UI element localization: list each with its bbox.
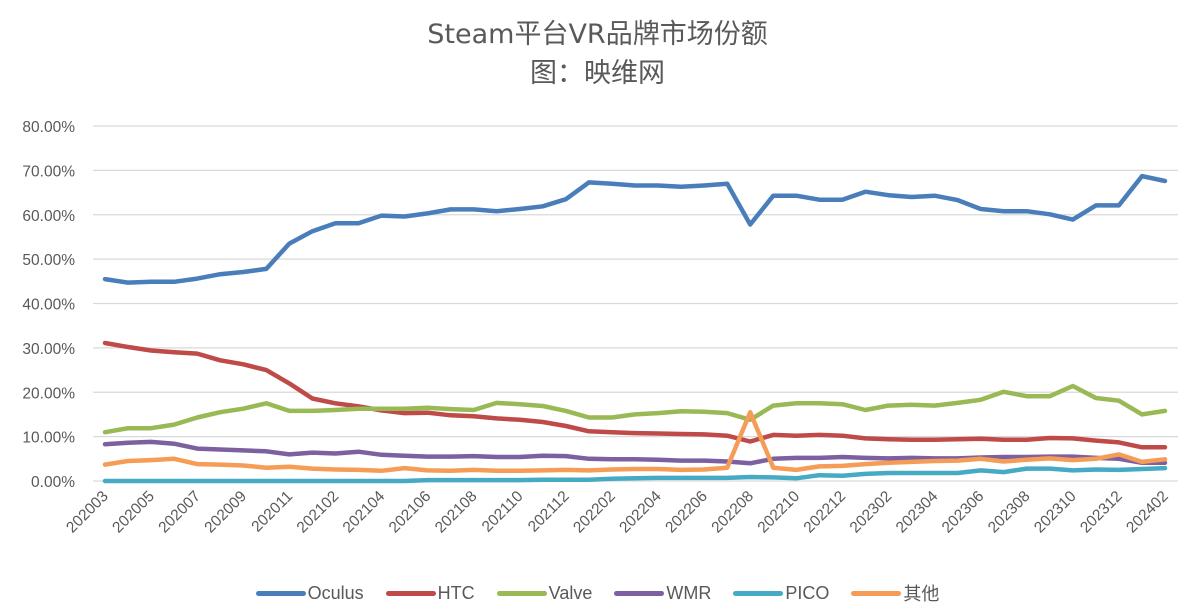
- x-tick-label: 202108: [432, 488, 481, 537]
- legend-label: 其他: [903, 584, 940, 604]
- legend-label: Oculus: [307, 582, 364, 603]
- legend-label: HTC: [437, 582, 475, 603]
- y-tick-label: 50.00%: [22, 252, 75, 269]
- x-tick-label: 202208: [708, 488, 757, 537]
- chart-title: Steam平台VR品牌市场份额: [427, 19, 768, 50]
- legend-swatch: [733, 590, 784, 596]
- y-tick-label: 80.00%: [22, 119, 75, 136]
- series-line-WMR: [102, 439, 1168, 466]
- x-tick-label: 202206: [662, 488, 711, 537]
- legend-item: PICO: [733, 580, 829, 606]
- chart-subtitle: 图：映维网: [530, 58, 665, 89]
- x-tick-label: 202212: [801, 488, 850, 537]
- x-tick-label: 202106: [386, 488, 435, 537]
- y-tick-label: 70.00%: [22, 163, 75, 180]
- legend-swatch: [496, 590, 547, 596]
- x-tick-label: 202304: [893, 488, 942, 537]
- x-tick-label: 202310: [1031, 488, 1080, 537]
- series-line-Valve: [102, 383, 1168, 435]
- legend-item: Oculus: [255, 580, 364, 606]
- y-tick-label: 40.00%: [22, 297, 75, 314]
- series-line-PICO: [102, 465, 1168, 484]
- x-tick-label: 202202: [570, 488, 619, 537]
- x-tick-label: 202005: [109, 488, 158, 537]
- x-tick-label: 202312: [1077, 488, 1126, 537]
- x-tick-label: 202104: [340, 488, 389, 537]
- x-tick-label: 202210: [755, 488, 804, 537]
- x-tick-label: 202007: [155, 488, 204, 537]
- legend-swatch: [385, 590, 436, 596]
- legend-label: WMR: [666, 582, 712, 603]
- series-line-其他: [102, 409, 1168, 474]
- y-tick-label: 10.00%: [22, 430, 75, 447]
- legend-swatch: [255, 590, 306, 596]
- x-tick-label: 202302: [847, 488, 896, 537]
- legend-swatch: [851, 590, 902, 596]
- legend-item: 其他: [851, 580, 939, 606]
- x-tick-label: 202110: [479, 488, 527, 536]
- legend: Oculus HTC Valve WMR PICO 其他: [0, 580, 1195, 606]
- x-tick-label: 202204: [616, 488, 665, 537]
- legend-swatch: [614, 590, 665, 596]
- x-tick-label: 202112: [525, 488, 573, 536]
- x-tick-label: 202009: [201, 488, 250, 537]
- x-tick-label: 202003: [63, 488, 112, 537]
- series-line-Oculus: [102, 173, 1168, 285]
- legend-label: PICO: [785, 582, 830, 603]
- x-tick-label: 202011: [248, 488, 296, 536]
- y-tick-label: 30.00%: [22, 341, 75, 358]
- x-tick-label: 202308: [985, 488, 1034, 537]
- y-tick-label: 60.00%: [22, 208, 75, 225]
- y-tick-label: 0.00%: [31, 474, 75, 491]
- legend-label: Valve: [548, 582, 593, 603]
- x-tick-label: 202306: [939, 488, 988, 537]
- y-tick-label: 20.00%: [22, 385, 75, 402]
- x-tick-label: 202102: [294, 488, 343, 537]
- legend-item: HTC: [385, 580, 475, 606]
- series-line-HTC: [102, 340, 1168, 450]
- legend-item: WMR: [614, 580, 711, 606]
- legend-item: Valve: [496, 580, 593, 606]
- x-tick-label: 202402: [1123, 488, 1172, 537]
